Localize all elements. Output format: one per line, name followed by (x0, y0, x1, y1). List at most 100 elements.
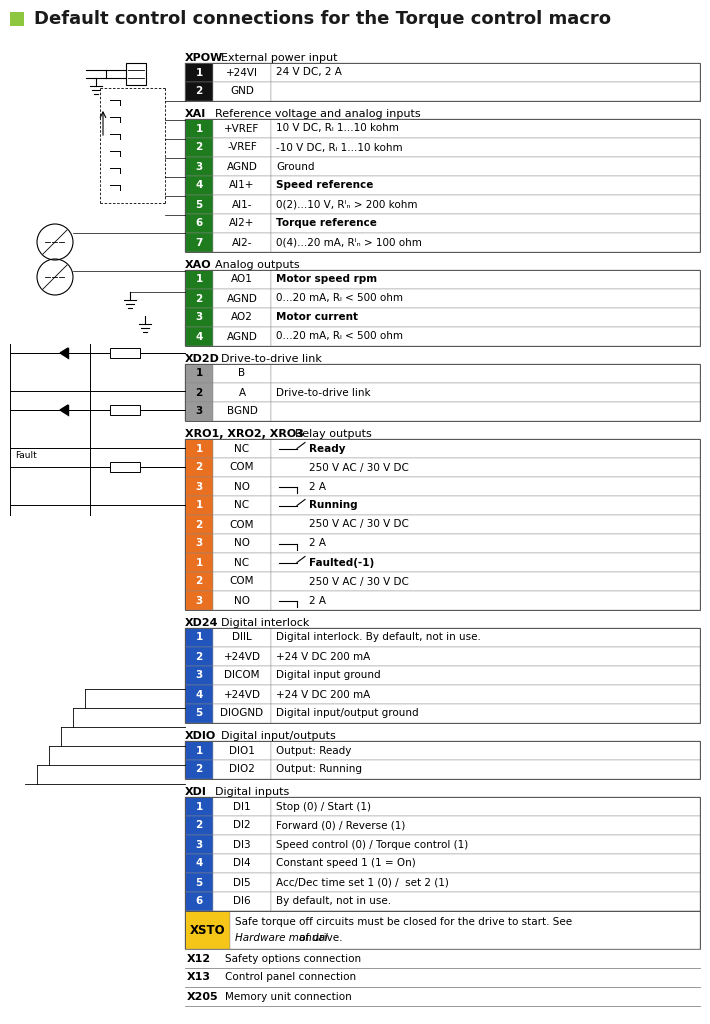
Bar (213, 138, 271, 157)
Text: 3: 3 (195, 481, 202, 492)
Text: DI1: DI1 (233, 802, 251, 811)
Text: 1: 1 (195, 124, 202, 133)
Bar (185, 797, 700, 911)
Bar (271, 119, 700, 138)
Text: 3: 3 (195, 312, 202, 323)
Bar (185, 911, 700, 949)
Text: Digital interlock: Digital interlock (214, 618, 309, 628)
Text: 2 A: 2 A (309, 596, 326, 605)
Text: 1: 1 (195, 274, 202, 285)
Bar (185, 591, 213, 610)
Text: Constant speed 1 (1 = On): Constant speed 1 (1 = On) (276, 858, 416, 868)
Text: Stop (0) / Start (1): Stop (0) / Start (1) (276, 802, 371, 811)
Text: +24 V DC 200 mA: +24 V DC 200 mA (276, 689, 370, 699)
Text: 2 A: 2 A (309, 481, 326, 492)
Bar (185, 308, 213, 327)
Bar (185, 119, 700, 252)
Text: 24 V DC, 2 A: 24 V DC, 2 A (276, 68, 342, 78)
Text: 2: 2 (195, 765, 202, 774)
Bar (271, 553, 700, 572)
Text: XDIO: XDIO (185, 731, 217, 741)
Bar (213, 572, 271, 591)
Bar (185, 458, 213, 477)
Text: +24VI: +24VI (226, 68, 258, 78)
Bar (185, 647, 213, 666)
Bar (185, 741, 213, 760)
Text: XD2D: XD2D (185, 354, 220, 364)
Text: Ground: Ground (276, 162, 315, 171)
Text: AO1: AO1 (231, 274, 253, 285)
Bar (185, 364, 700, 421)
Bar (271, 572, 700, 591)
Bar (213, 797, 271, 816)
Bar (185, 572, 213, 591)
Text: 7: 7 (195, 238, 202, 248)
Bar (185, 835, 213, 854)
Bar (213, 553, 271, 572)
Bar (185, 628, 700, 723)
Text: Running: Running (309, 501, 358, 511)
Text: 2: 2 (195, 651, 202, 662)
Bar (185, 515, 213, 534)
Bar (271, 327, 700, 346)
Bar (110, 406, 140, 415)
Text: 3: 3 (195, 162, 202, 171)
Bar (185, 176, 213, 195)
Text: 3: 3 (195, 840, 202, 850)
Bar (213, 816, 271, 835)
Text: AGND: AGND (226, 162, 258, 171)
Bar (271, 439, 700, 458)
Bar (271, 496, 700, 515)
Text: 5: 5 (195, 878, 202, 888)
Text: 0...20 mA, Rₗ < 500 ohm: 0...20 mA, Rₗ < 500 ohm (276, 294, 403, 303)
Text: DICOM: DICOM (224, 671, 260, 681)
Bar (185, 195, 213, 214)
Text: AGND: AGND (226, 332, 258, 341)
Bar (185, 477, 213, 496)
Text: 2: 2 (195, 463, 202, 472)
Text: 0(2)...10 V, Rᴵₙ > 200 kohm: 0(2)...10 V, Rᴵₙ > 200 kohm (276, 200, 417, 210)
Bar (271, 816, 700, 835)
Text: XD24: XD24 (185, 618, 219, 628)
Text: B: B (239, 369, 246, 379)
Bar (213, 364, 271, 383)
Bar (185, 911, 230, 949)
Text: Memory unit connection: Memory unit connection (225, 991, 351, 1001)
Text: Control panel connection: Control panel connection (225, 973, 356, 982)
Polygon shape (60, 348, 68, 358)
Bar (271, 647, 700, 666)
Bar (213, 195, 271, 214)
Text: COM: COM (230, 519, 254, 529)
Bar (213, 402, 271, 421)
Text: AO2: AO2 (231, 312, 253, 323)
Text: NO: NO (234, 596, 250, 605)
Text: 2: 2 (195, 387, 202, 397)
Bar (271, 835, 700, 854)
Text: -10 V DC, Rₗ 1...10 kohm: -10 V DC, Rₗ 1...10 kohm (276, 142, 403, 153)
Bar (271, 892, 700, 911)
Text: Analog outputs: Analog outputs (207, 260, 299, 270)
Bar (271, 308, 700, 327)
Bar (271, 458, 700, 477)
Text: 6: 6 (195, 218, 202, 228)
Text: Forward (0) / Reverse (1): Forward (0) / Reverse (1) (276, 820, 405, 830)
Bar (110, 462, 140, 472)
Bar (185, 63, 700, 101)
Text: External power input: External power input (214, 53, 337, 63)
Bar (213, 741, 271, 760)
Text: DI5: DI5 (233, 878, 251, 888)
Text: 5: 5 (195, 709, 202, 719)
Bar (185, 760, 213, 779)
Bar (213, 157, 271, 176)
Text: DIO1: DIO1 (229, 745, 255, 756)
Text: 4: 4 (195, 332, 202, 341)
Text: 250 V AC / 30 V DC: 250 V AC / 30 V DC (309, 519, 409, 529)
Text: X12: X12 (187, 953, 211, 964)
Bar (271, 797, 700, 816)
Text: 2: 2 (195, 820, 202, 830)
Text: 1: 1 (195, 802, 202, 811)
Text: Fault: Fault (15, 451, 37, 460)
Text: AGND: AGND (226, 294, 258, 303)
Text: DIIL: DIIL (232, 633, 252, 642)
Text: Relay outputs: Relay outputs (288, 429, 372, 439)
